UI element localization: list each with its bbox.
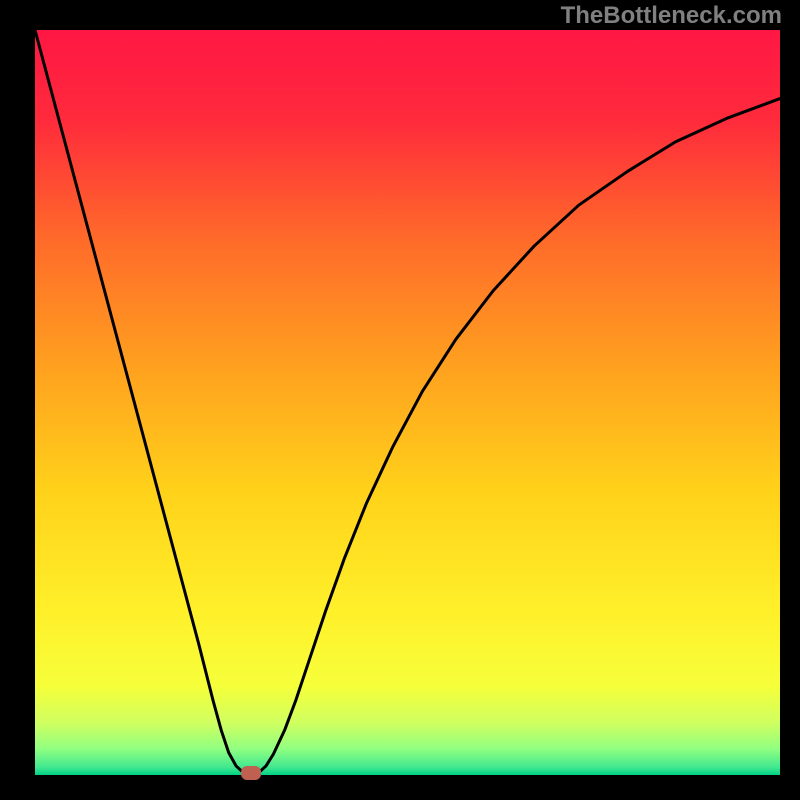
optimal-point-marker (241, 766, 261, 780)
gradient-background (35, 30, 780, 775)
chart-container: TheBottleneck.com (0, 0, 800, 800)
watermark-text: TheBottleneck.com (561, 2, 782, 30)
chart-svg (0, 0, 800, 800)
